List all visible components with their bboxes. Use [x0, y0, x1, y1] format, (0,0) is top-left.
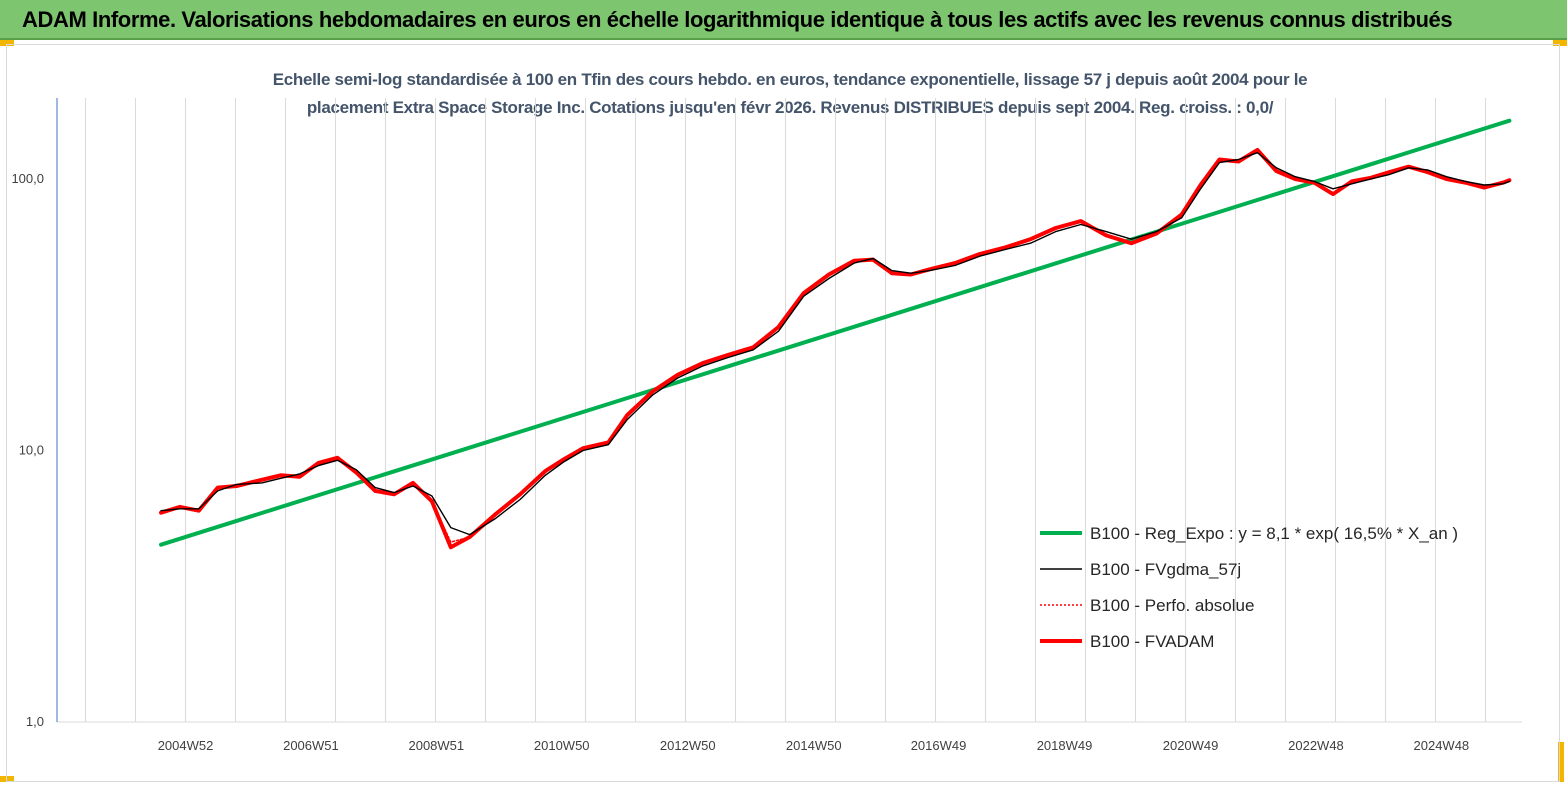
series-lines: [159, 118, 1512, 550]
report-banner: ADAM Informe. Valorisations hebdomadaire…: [0, 0, 1567, 40]
x-tick-label-0: 2004W52: [158, 738, 214, 753]
corner-marker-top-left: [0, 40, 14, 46]
chart-title-line-1: Echelle semi-log standardisée à 100 en T…: [272, 70, 1308, 89]
chart-title-line-2: placement Extra Space Storage Inc. Cotat…: [306, 98, 1274, 117]
series-line-2: [160, 149, 1511, 543]
chart-title: Echelle semi-log standardisée à 100 en T…: [150, 66, 1430, 122]
x-tick-label-10: 2024W48: [1414, 738, 1470, 753]
corner-marker-top-right: [1553, 40, 1567, 46]
corner-marker-bottom-left: [0, 776, 14, 782]
legend-label-0: B100 - Reg_Expo : y = 8,1 * exp( 16,5% *…: [1090, 524, 1458, 543]
y-tick-label-0: 1,0: [26, 714, 44, 729]
series-line-0: [159, 118, 1512, 547]
x-axis-ticks: 2004W52 2006W51 2008W51 2010W50 2012W50 2014W…: [158, 738, 1469, 753]
legend: B100 - Reg_Expo : y = 8,1 * exp( 16,5% *…: [1040, 524, 1458, 651]
x-tick-label-9: 2022W48: [1288, 738, 1344, 753]
report-title: ADAM Informe. Valorisations hebdomadaire…: [22, 7, 1453, 32]
x-tick-label-8: 2020W49: [1163, 738, 1219, 753]
y-tick-label-1: 10,0: [19, 443, 44, 458]
legend-label-1: B100 - FVgdma_57j: [1090, 560, 1241, 579]
y-tick-label-2: 100,0: [11, 171, 44, 186]
x-tick-label-3: 2010W50: [534, 738, 590, 753]
x-tick-label-5: 2014W50: [786, 738, 842, 753]
series-line-1: [160, 152, 1511, 536]
chart-frame: [6, 44, 1560, 782]
x-tick-label-4: 2012W50: [660, 738, 716, 753]
legend-label-3: B100 - FVADAM: [1090, 632, 1214, 651]
y-axis-ticks: 1,0 10,0 100,0: [11, 171, 44, 729]
x-tick-label-7: 2018W49: [1037, 738, 1093, 753]
x-tick-label-2: 2008W51: [408, 738, 464, 753]
vertical-gridlines: [57, 98, 1522, 723]
corner-marker-bottom-right: [1558, 742, 1564, 782]
x-tick-label-1: 2006W51: [283, 738, 339, 753]
x-tick-label-6: 2016W49: [911, 738, 967, 753]
legend-label-2: B100 - Perfo. absolue: [1090, 596, 1254, 615]
